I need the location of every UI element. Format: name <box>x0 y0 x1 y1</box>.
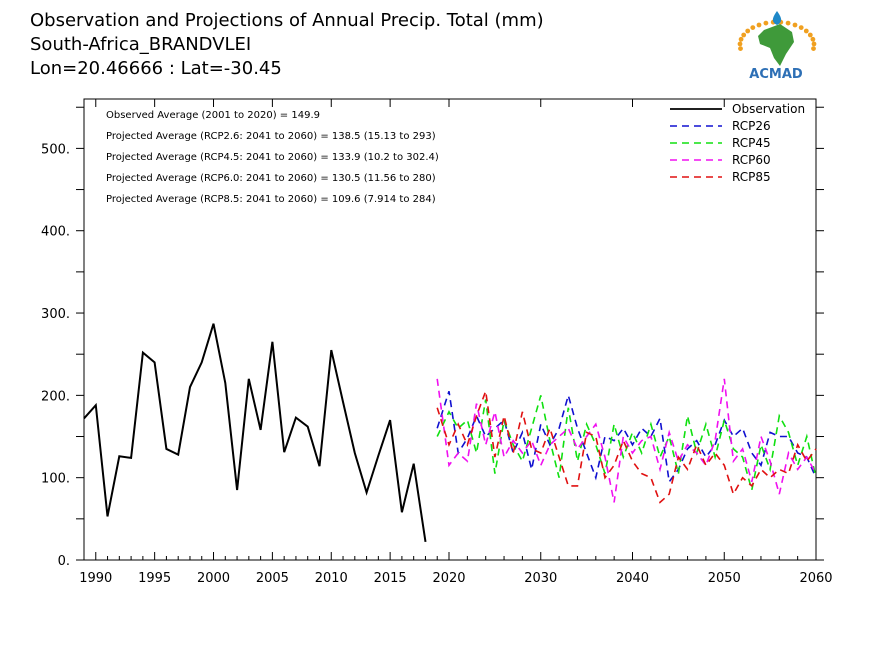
logo-ring-dot <box>745 28 751 34</box>
x-tick-label: 2050 <box>708 571 741 586</box>
annotations: Observed Average (2001 to 2020) = 149.9 P… <box>106 110 439 205</box>
y-tick-label: 400. <box>41 225 70 240</box>
x-tick-label: 1995 <box>138 571 171 586</box>
plot-frame <box>83 98 817 561</box>
annotation-line: Projected Average (RCP4.5: 2041 to 2060)… <box>106 152 439 163</box>
water-drop-icon <box>772 11 782 25</box>
acmad-logo: ACMAD <box>737 11 817 82</box>
series-layer <box>83 323 817 543</box>
logo-ring-dot <box>811 41 817 47</box>
logo-ring-dot <box>810 36 816 42</box>
logo-ring-dot <box>803 28 809 34</box>
logo-ring-dot <box>792 22 798 28</box>
y-tick-label: 0. <box>58 554 70 569</box>
legend-label: RCP60 <box>732 153 771 167</box>
x-tick-label: 2060 <box>799 571 832 586</box>
y-tick-label: 100. <box>41 472 70 487</box>
y-tick-label: 300. <box>41 307 70 322</box>
legend: Observation RCP26 RCP45 RCP60 RCP85 <box>670 102 805 184</box>
legend-label: RCP85 <box>732 170 771 184</box>
annotation-line: Projected Average (RCP6.0: 2041 to 2060)… <box>106 173 436 184</box>
legend-label: RCP45 <box>732 136 771 150</box>
x-tick-label: 2010 <box>315 571 348 586</box>
annotation-line: Projected Average (RCP2.6: 2041 to 2060)… <box>106 131 436 142</box>
x-tick-label: 2005 <box>256 571 289 586</box>
logo-ring-dot <box>811 46 816 51</box>
logo-ring-dot <box>756 22 762 28</box>
series-line-observation <box>83 323 427 543</box>
y-tick-label: 500. <box>41 142 70 157</box>
logo-ring-dot <box>741 32 747 38</box>
series-line-rcp45 <box>436 395 817 491</box>
logo-text: ACMAD <box>749 67 803 82</box>
x-tick-label: 2030 <box>524 571 557 586</box>
legend-label: Observation <box>732 102 805 116</box>
x-tick-label: 2020 <box>432 571 465 586</box>
chart-title: Observation and Projections of Annual Pr… <box>30 10 544 31</box>
annotation-line: Observed Average (2001 to 2020) = 149.9 <box>106 110 320 121</box>
logo-ring-dot <box>798 25 804 30</box>
axes: 1990 1995 2000 2005 2010 2015 2020 2030 2040 2050… <box>41 99 833 586</box>
x-tick-label: 2015 <box>374 571 407 586</box>
logo-ring-dot <box>763 20 769 26</box>
africa-icon <box>758 24 794 66</box>
logo-ring-dot <box>738 36 744 42</box>
legend-label: RCP26 <box>732 119 771 133</box>
annotation-line: Projected Average (RCP8.5: 2041 to 2060)… <box>106 194 436 205</box>
series-line-rcp26 <box>436 390 817 484</box>
series-line-rcp85 <box>436 390 817 504</box>
x-tick-label: 2000 <box>197 571 230 586</box>
station-name: South-Africa_BRANDVLEI <box>30 34 251 55</box>
series-line-rcp60 <box>436 378 817 503</box>
station-coordinates: Lon=20.46666 : Lat=-30.45 <box>30 58 282 79</box>
logo-ring-dot <box>750 25 756 30</box>
y-tick-label: 200. <box>41 389 70 404</box>
x-tick-label: 2040 <box>616 571 649 586</box>
logo-ring-dot <box>785 20 791 26</box>
logo-ring-dot <box>737 41 743 47</box>
logo-ring-dot <box>738 46 743 51</box>
logo-ring-dot <box>807 32 813 38</box>
x-tick-label: 1990 <box>79 571 112 586</box>
